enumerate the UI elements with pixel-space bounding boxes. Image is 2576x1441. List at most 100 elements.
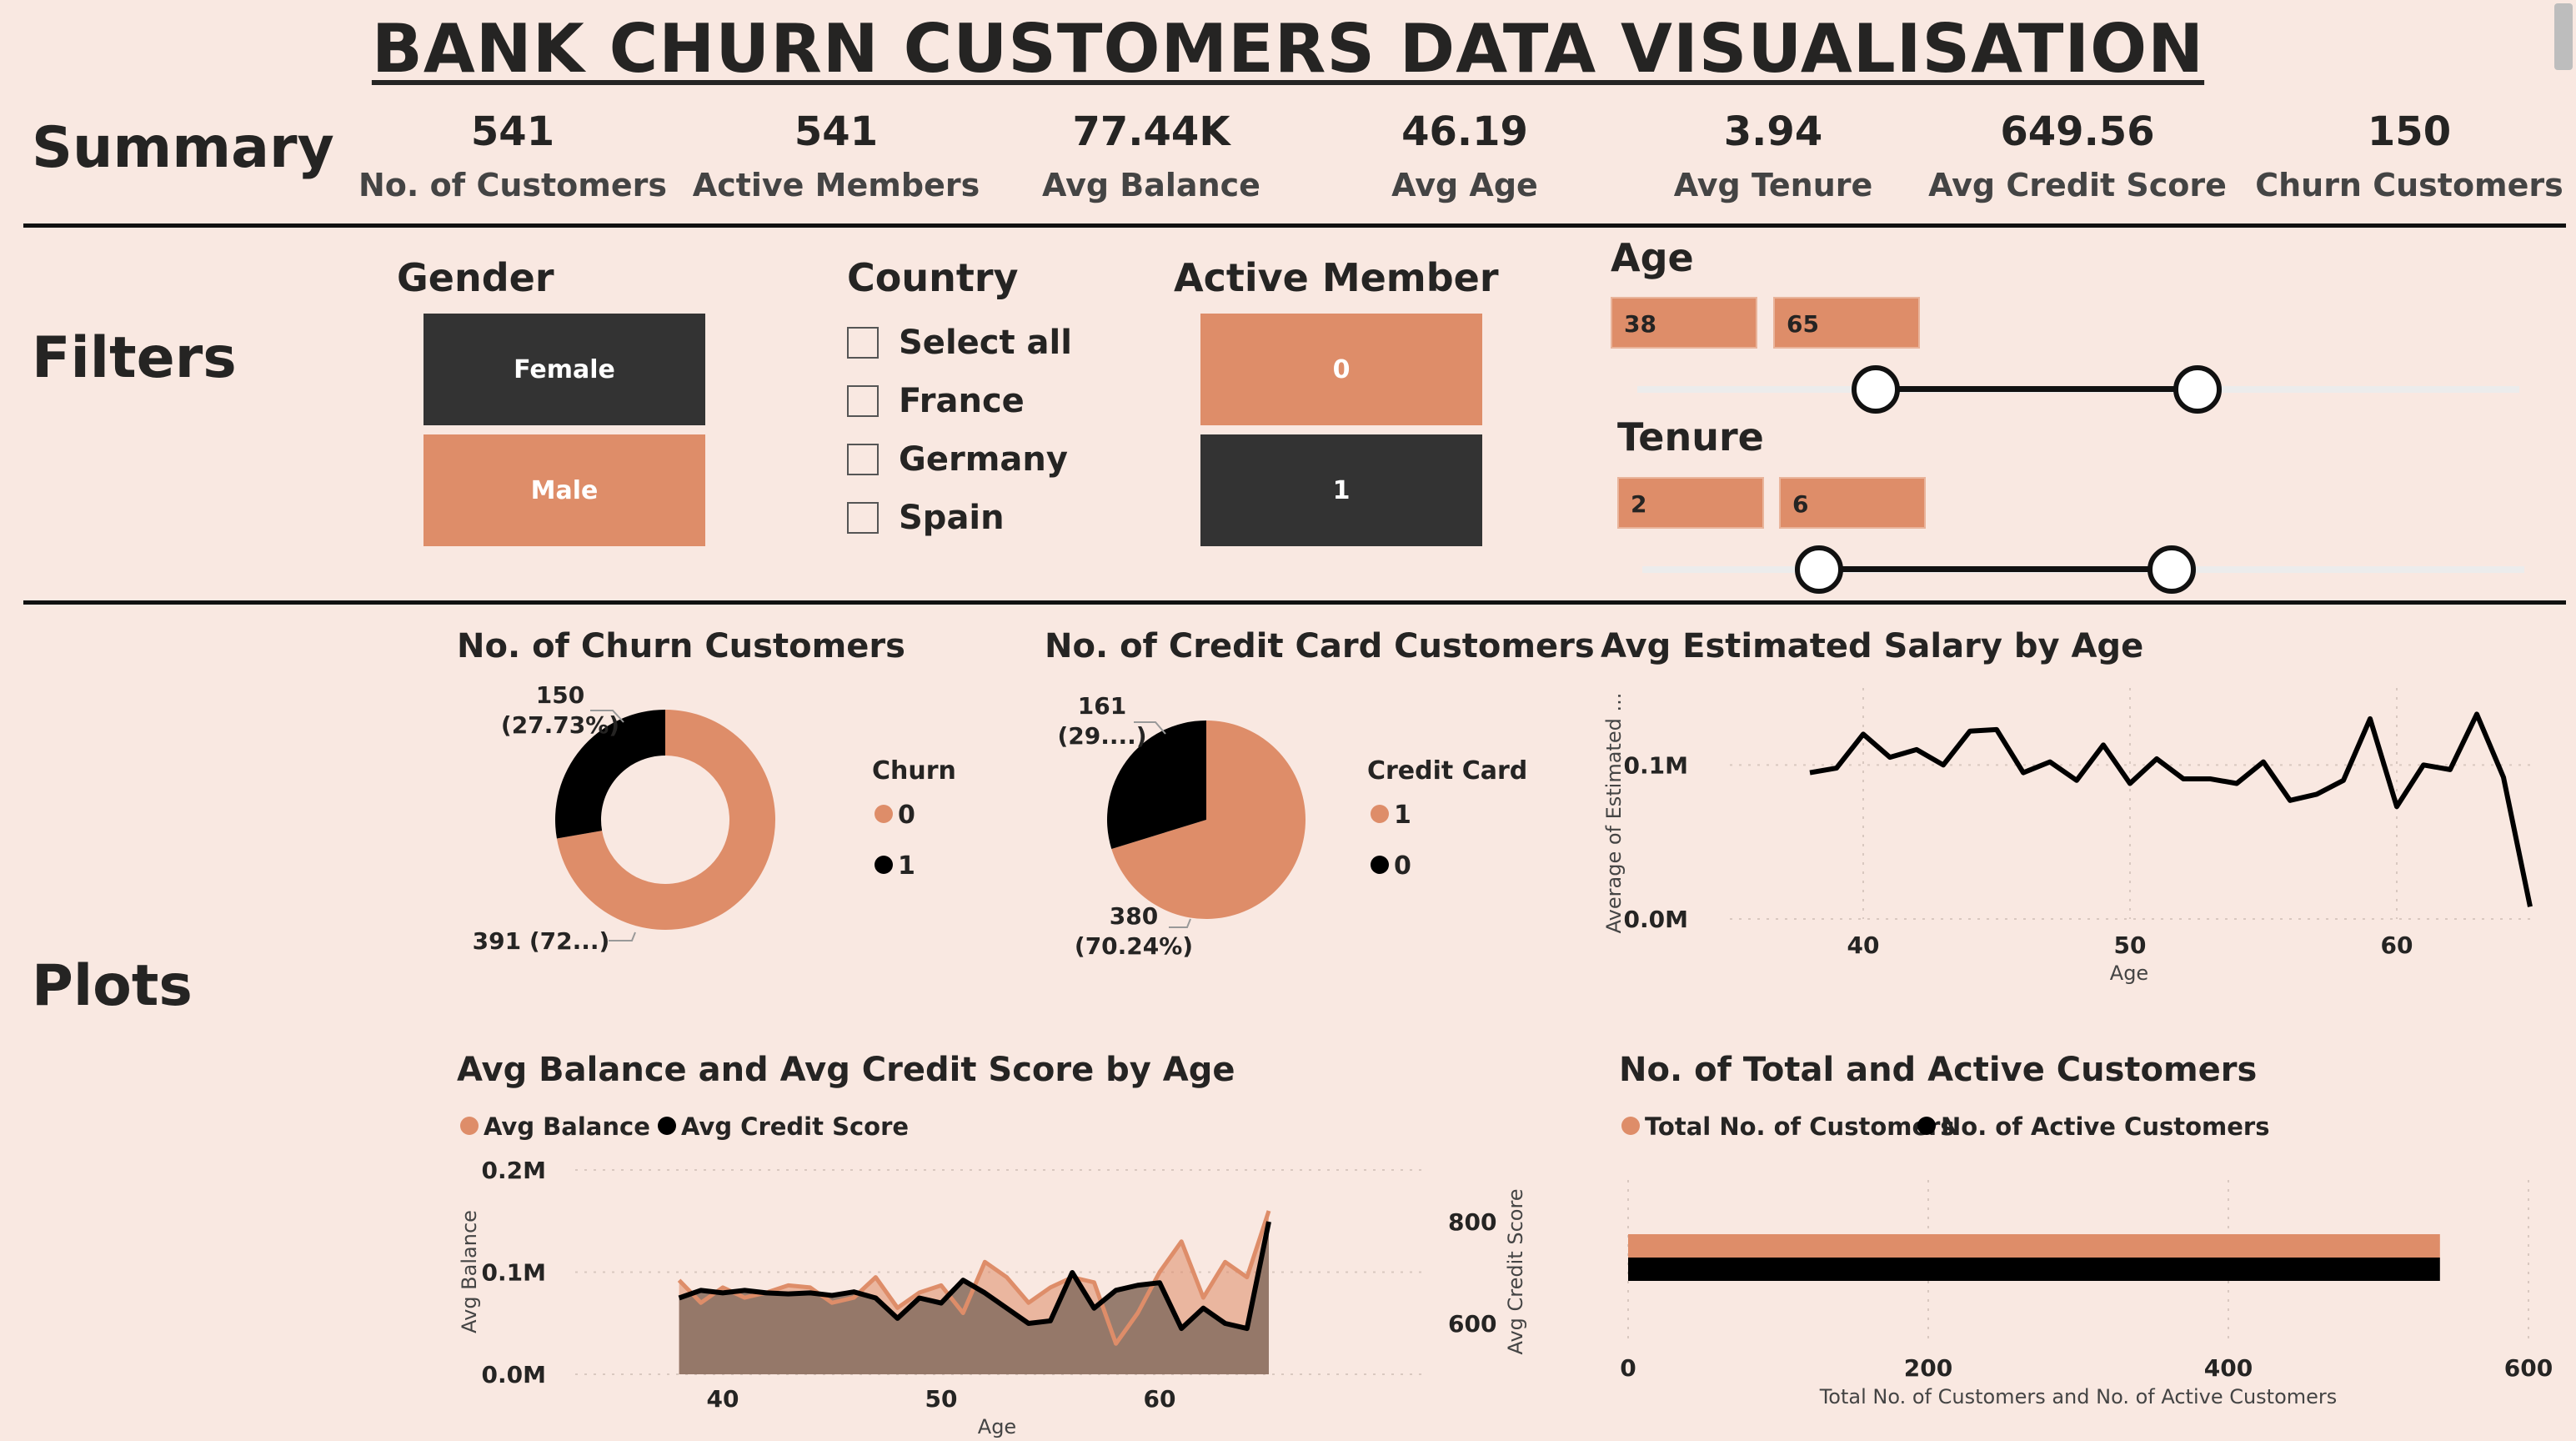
active-member-filter-title: Active Member <box>1174 255 1499 300</box>
credit-card-slice-0-label: 161 <box>1078 692 1126 720</box>
total-customers-legend-marker <box>1621 1117 1640 1135</box>
kpi-active-members: 541 Active Members <box>678 108 995 203</box>
kpi-value: 649.56 <box>2000 108 2155 155</box>
age-filter-title: Age <box>1611 235 1694 280</box>
summary-divider <box>23 223 2566 228</box>
credit-card-legend-label: 0 <box>1394 851 1411 881</box>
kpi-value: 77.44K <box>1072 108 1230 155</box>
churn-label-leader <box>609 931 636 941</box>
credit-card-label-leader <box>1134 721 1166 735</box>
credit-card-chart-title: No. of Credit Card Customers <box>1045 627 1595 665</box>
tenure-slider-max-handle[interactable] <box>2147 545 2196 594</box>
country-option-germany[interactable]: Germany <box>847 430 1072 489</box>
credit-card-slice-0 <box>1107 720 1206 850</box>
kpi-label: Avg Balance <box>1042 167 1260 203</box>
balance-y-tick: 0.2M <box>482 1157 546 1184</box>
kpi-value: 541 <box>794 108 879 155</box>
balance-y-tick: 0.0M <box>482 1361 546 1388</box>
salary-chart-title: Avg Estimated Salary by Age <box>1601 627 2144 665</box>
churn-slice-1 <box>555 710 665 839</box>
customers-x-tick: 0 <box>1620 1354 1636 1382</box>
salary-y-axis-label: Average of Estimated ... <box>1602 693 1626 934</box>
tenure-max-input[interactable]: 6 <box>1779 477 1926 529</box>
salary-y-tick: 0.1M <box>1624 751 1688 779</box>
churn-label-leader <box>590 710 624 723</box>
balance-legend-marker <box>460 1117 479 1135</box>
checkbox-icon[interactable] <box>847 444 879 475</box>
salary-x-tick: 50 <box>2114 931 2147 959</box>
gender-female-button[interactable]: Female <box>423 314 705 425</box>
age-slider-min-handle[interactable] <box>1851 365 1900 414</box>
scrollbar[interactable] <box>2554 3 2573 70</box>
kpi-label: No. of Customers <box>358 167 667 203</box>
active-member-1-button[interactable]: 1 <box>1200 434 1482 546</box>
salary-x-axis-label: Age <box>2110 962 2148 985</box>
credit-score-y-tick: 800 <box>1448 1208 1496 1236</box>
page-title: BANK CHURN CUSTOMERS DATA VISUALISATION <box>371 10 2205 88</box>
avg-credit-score-line <box>678 1221 1271 1332</box>
customers-x-tick: 600 <box>2504 1354 2553 1382</box>
active-member-0-button[interactable]: 0 <box>1200 314 1482 425</box>
credit-score-y-axis-label: Avg Credit Score <box>1504 1188 1527 1354</box>
tenure-slider-min-handle[interactable] <box>1794 545 1843 594</box>
balance-y-tick: 0.1M <box>482 1259 546 1287</box>
churn-legend-marker <box>875 856 893 874</box>
plots-label: Plots <box>32 953 193 1019</box>
age-max-input[interactable]: 65 <box>1773 297 1920 349</box>
churn-chart-title: No. of Churn Customers <box>457 627 905 665</box>
kpi-value: 46.19 <box>1401 108 1528 155</box>
kpi-avg-tenure: 3.94 Avg Tenure <box>1615 108 1932 203</box>
balance-x-axis-label: Age <box>978 1415 1016 1438</box>
checkbox-icon[interactable] <box>847 502 879 534</box>
kpi-avg-credit-score: 649.56 Avg Credit Score <box>1919 108 2236 203</box>
credit-score-legend-label: Avg Credit Score <box>681 1112 909 1141</box>
credit-card-legend-marker <box>1371 805 1389 823</box>
kpi-label: Avg Tenure <box>1673 167 1873 203</box>
kpi-label: Avg Age <box>1391 167 1538 203</box>
customers-x-axis-label: Total No. of Customers and No. of Active… <box>1819 1385 2338 1408</box>
balance-x-tick: 40 <box>707 1385 739 1413</box>
country-checkbox-list: Select all France Germany Spain <box>847 314 1072 547</box>
churn-slice-1-label: 150 <box>536 681 584 709</box>
age-slider-range <box>1875 386 2198 392</box>
total-customers-bar <box>1628 1234 2440 1258</box>
kpi-no-of-customers: 541 No. of Customers <box>354 108 671 203</box>
tenure-filter-title: Tenure <box>1617 414 1764 459</box>
churn-legend-marker <box>875 805 893 823</box>
country-filter-title: Country <box>847 255 1019 300</box>
kpi-value: 3.94 <box>1723 108 1823 155</box>
customers-bar-chart-title: No. of Total and Active Customers <box>1619 1051 2258 1089</box>
age-min-input[interactable]: 38 <box>1611 297 1757 349</box>
salary-x-tick: 60 <box>2381 931 2413 959</box>
kpi-churn-customers: 150 Churn Customers <box>2251 108 2568 203</box>
tenure-min-input[interactable]: 2 <box>1617 477 1764 529</box>
credit-card-legend-title: Credit Card <box>1367 756 1527 786</box>
credit-card-label-leader <box>1169 918 1191 928</box>
filters-label: Filters <box>32 325 237 391</box>
churn-slice-1-label: (27.73%) <box>501 711 619 739</box>
gender-male-button[interactable]: Male <box>423 434 705 546</box>
balance-x-tick: 50 <box>925 1385 958 1413</box>
country-option-spain[interactable]: Spain <box>847 489 1072 547</box>
credit-card-slice-0-label: (29....) <box>1057 722 1146 750</box>
country-option-france[interactable]: France <box>847 372 1072 430</box>
gender-filter-title: Gender <box>397 255 554 300</box>
balance-x-tick: 60 <box>1144 1385 1176 1413</box>
kpi-value: 150 <box>2367 108 2452 155</box>
kpi-avg-age: 46.19 Avg Age <box>1306 108 1623 203</box>
checkbox-icon[interactable] <box>847 385 879 417</box>
balance-credit-chart-title: Avg Balance and Avg Credit Score by Age <box>457 1051 1235 1089</box>
checkbox-icon[interactable] <box>847 327 879 359</box>
age-slider-max-handle[interactable] <box>2173 365 2222 414</box>
salary-x-tick: 40 <box>1847 931 1880 959</box>
kpi-label: Active Members <box>692 167 980 203</box>
credit-card-legend-marker <box>1371 856 1389 874</box>
kpi-label: Churn Customers <box>2255 167 2563 203</box>
credit-card-legend-label: 1 <box>1394 801 1411 830</box>
balance-y-axis-label: Avg Balance <box>458 1210 481 1333</box>
active-customers-bar <box>1628 1258 2440 1281</box>
tenure-slider-range <box>1818 566 2172 572</box>
credit-score-legend-marker <box>658 1117 676 1135</box>
country-option-select-all[interactable]: Select all <box>847 314 1072 372</box>
